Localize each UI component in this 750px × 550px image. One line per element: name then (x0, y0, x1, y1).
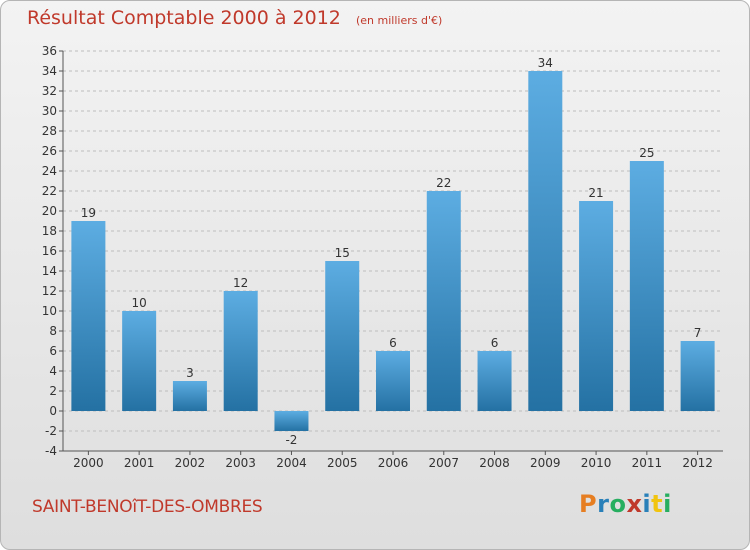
data-label: 19 (81, 206, 96, 220)
y-tick-label: 12 (42, 284, 57, 298)
logo-letter: o (609, 490, 627, 518)
logo-letter: r (597, 490, 610, 518)
x-tick-label: 2000 (73, 456, 104, 470)
bar (680, 341, 715, 411)
bar (223, 291, 258, 411)
y-tick-label: 26 (42, 144, 57, 158)
x-tick-label: 2004 (276, 456, 307, 470)
y-tick-label: 22 (42, 184, 57, 198)
bar (172, 381, 207, 411)
x-tick-label: 2012 (682, 456, 713, 470)
data-label: 15 (335, 246, 350, 260)
chart-title: Résultat Comptable 2000 à 2012 (en milli… (27, 7, 442, 29)
bars (71, 71, 715, 431)
y-tick-label: -2 (45, 424, 57, 438)
y-tick-label: 16 (42, 244, 57, 258)
x-tick-label: 2007 (428, 456, 459, 470)
y-tick-label: 32 (42, 84, 57, 98)
commune-name: SAINT-BENOîT-DES-OMBRES (32, 497, 263, 517)
x-tick-label: 2005 (327, 456, 358, 470)
bar (477, 351, 512, 411)
data-label: 7 (694, 326, 702, 340)
y-tick-label: 20 (42, 204, 57, 218)
x-tick-label: 2008 (479, 456, 510, 470)
data-label: 6 (389, 336, 397, 350)
x-tick-label: 2003 (225, 456, 256, 470)
y-tick-label: 34 (42, 64, 57, 78)
data-label: 10 (132, 296, 147, 310)
data-label: 25 (639, 146, 654, 160)
y-tick-label: 10 (42, 304, 57, 318)
x-tick-labels: 2000 2001 2002 2003 2004 2005 2006 2007 2008 2009… (73, 456, 713, 470)
data-labels: 19 10 3 12 -2 15 6 22 6 34 21 25 7 (81, 56, 702, 447)
proxiti-logo: Proxiti (579, 490, 672, 518)
bar (325, 261, 360, 411)
title-unit: (en milliers d'€) (355, 14, 443, 27)
bar (71, 221, 106, 411)
y-tick-label: 28 (42, 124, 57, 138)
data-label: -2 (285, 433, 297, 447)
y-tick-label: 18 (42, 224, 57, 238)
title-main: Résultat Comptable 2000 à 2012 (27, 7, 341, 29)
bar (426, 191, 461, 411)
x-tick-label: 2006 (378, 456, 409, 470)
x-tick-label: 2011 (632, 456, 663, 470)
data-label: 3 (186, 366, 194, 380)
x-tick-label: 2009 (530, 456, 561, 470)
bar (579, 201, 614, 411)
y-tick-label: 30 (42, 104, 57, 118)
logo-letter: x (626, 490, 643, 518)
bar (528, 71, 563, 411)
data-label: 34 (538, 56, 553, 70)
logo-letter: P (579, 490, 598, 518)
x-tick-label: 2010 (581, 456, 612, 470)
bar (376, 351, 410, 411)
y-tick-label: 6 (49, 344, 57, 358)
y-tick-label: 36 (42, 44, 57, 58)
x-tick-label: 2001 (124, 456, 155, 470)
axes (59, 50, 723, 455)
data-label: 21 (588, 186, 603, 200)
data-label: 22 (436, 176, 451, 190)
data-label: 6 (491, 336, 499, 350)
bar (274, 411, 309, 431)
y-tick-label: 8 (49, 324, 57, 338)
y-tick-label: 0 (49, 404, 57, 418)
x-tick-label: 2002 (175, 456, 206, 470)
logo-letter: t (651, 490, 664, 518)
logo-letter: i (642, 490, 652, 518)
y-tick-label: 14 (42, 264, 57, 278)
bar (629, 161, 664, 411)
y-tick-label: 4 (49, 364, 57, 378)
data-label: 12 (233, 276, 248, 290)
y-tick-label: 2 (49, 384, 57, 398)
y-tick-label: -4 (45, 444, 57, 458)
logo-letter: i (663, 490, 672, 518)
bar (122, 311, 157, 411)
y-tick-label: 24 (42, 164, 57, 178)
